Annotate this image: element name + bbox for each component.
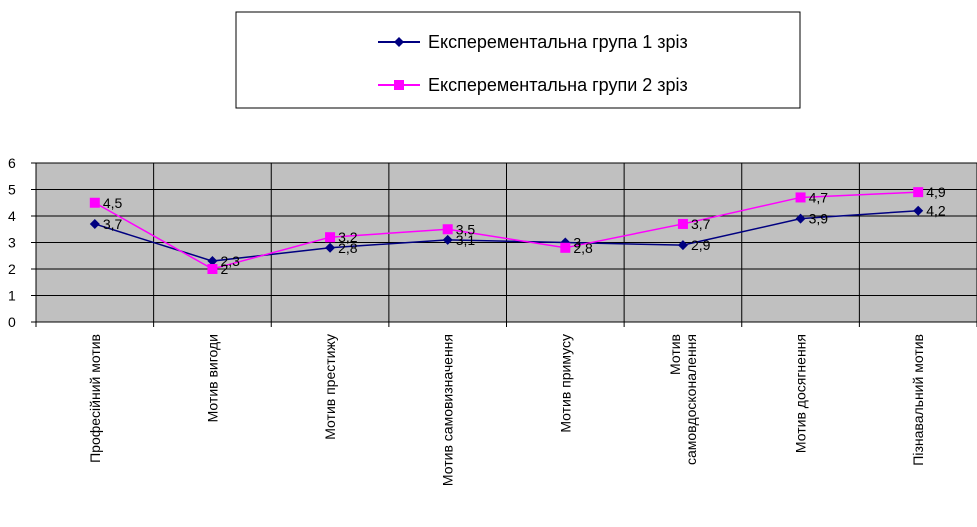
data-point-series-2	[442, 224, 453, 235]
data-label-series-2: 2,8	[573, 240, 593, 256]
data-point-series-2	[795, 192, 806, 203]
category-label-line: Мотив досягнення	[793, 334, 809, 453]
legend-label-series-2: Експерементальна групи 2 зріз	[428, 75, 688, 95]
y-tick-label: 1	[8, 288, 16, 304]
data-point-series-2	[560, 242, 571, 253]
data-point-series-1	[207, 256, 218, 267]
category-label-line: Мотив престижу	[322, 334, 338, 440]
series-line-1	[94, 209, 919, 262]
data-label-series-2: 3,2	[338, 229, 358, 245]
data-label-series-2: 3,5	[456, 221, 476, 237]
category-label: Мотивсамовдосконалення	[667, 334, 699, 465]
y-tick-label: 0	[8, 314, 16, 330]
data-point-series-1	[795, 213, 806, 224]
legend-box	[235, 11, 801, 109]
data-point-series-1	[89, 218, 100, 229]
category-label-line: Мотив	[667, 334, 683, 375]
category-label-line: Мотив самовизначення	[440, 334, 456, 486]
data-point-series-2	[677, 218, 688, 229]
category-label: Мотив самовизначення	[440, 334, 456, 486]
legend-marker-series-2	[394, 80, 404, 90]
legend-label-series-1: Експерементальна група 1 зріз	[428, 32, 688, 52]
data-label-series-1: 4,2	[926, 203, 946, 219]
data-point-series-2	[89, 197, 100, 208]
category-label-line: Пізнавальний мотив	[910, 334, 926, 466]
data-point-series-1	[913, 205, 924, 216]
category-label: Мотив престижу	[322, 334, 338, 440]
category-label: Пізнавальний мотив	[910, 334, 926, 466]
y-tick-label: 2	[8, 261, 16, 277]
legend-marker-series-1	[394, 37, 404, 47]
data-label-series-2: 4,9	[926, 184, 946, 200]
y-tick-label: 4	[8, 208, 16, 224]
data-point-series-2	[913, 187, 924, 198]
category-label-line: Мотив вигоди	[204, 334, 220, 422]
category-label-line: самовдосконалення	[683, 334, 699, 465]
category-label-line: Професійний мотив	[87, 334, 103, 463]
category-label: Мотив примусу	[557, 334, 573, 433]
legend: Експерементальна група 1 зріз Експеремен…	[235, 11, 801, 109]
data-label-series-1: 2,9	[691, 237, 711, 253]
data-label-series-2: 3,7	[691, 216, 711, 232]
data-label-series-1: 3	[573, 235, 581, 251]
data-label-series-1: 2,3	[220, 253, 240, 269]
data-point-series-2	[207, 264, 218, 274]
category-label: Професійний мотив	[87, 334, 103, 463]
data-label-series-1: 3,1	[456, 232, 476, 248]
data-point-series-1	[677, 240, 688, 251]
data-label-series-2: 4,5	[103, 195, 123, 211]
y-tick-label: 6	[8, 155, 16, 171]
data-label-series-1: 3,9	[809, 211, 829, 227]
series-line-2	[94, 191, 919, 270]
plot-area: 0 1 2 3 4 5 6 Професійний мотив Мотив вигоди Моти…	[8, 155, 977, 486]
data-point-series-1	[442, 234, 453, 245]
y-tick-label: 5	[8, 182, 16, 198]
category-label: Мотив вигоди	[204, 334, 220, 422]
data-label-series-2: 4,7	[809, 189, 829, 205]
data-label-series-1: 3,7	[103, 216, 123, 232]
data-point-series-2	[325, 232, 336, 243]
data-point-series-1	[325, 242, 336, 253]
y-tick-label: 3	[8, 235, 16, 251]
data-label-series-2: 2	[220, 261, 228, 277]
category-label-line: Мотив примусу	[557, 334, 573, 433]
data-label-series-1: 2,8	[338, 240, 358, 256]
category-label: Мотив досягнення	[793, 334, 809, 453]
